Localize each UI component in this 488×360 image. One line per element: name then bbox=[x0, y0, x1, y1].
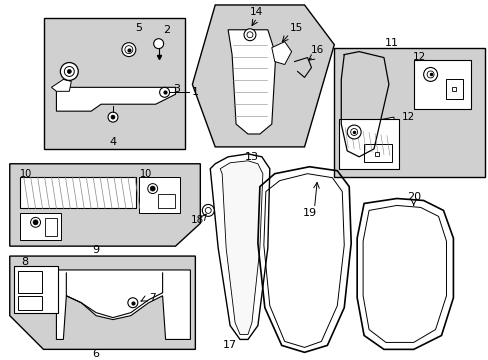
Bar bbox=[446, 80, 463, 99]
Text: 15: 15 bbox=[289, 23, 303, 33]
Bar bbox=[20, 213, 61, 240]
Text: 8: 8 bbox=[21, 257, 29, 267]
Polygon shape bbox=[56, 87, 175, 111]
Bar bbox=[139, 177, 180, 213]
Polygon shape bbox=[10, 164, 200, 246]
Polygon shape bbox=[10, 256, 195, 349]
Polygon shape bbox=[228, 30, 275, 134]
Circle shape bbox=[67, 69, 71, 73]
Polygon shape bbox=[192, 5, 334, 147]
Text: 6: 6 bbox=[92, 349, 100, 359]
Circle shape bbox=[122, 43, 136, 57]
Circle shape bbox=[426, 71, 433, 78]
Polygon shape bbox=[210, 154, 269, 339]
Text: 16: 16 bbox=[310, 45, 324, 55]
Text: 20: 20 bbox=[406, 192, 420, 202]
Text: 12: 12 bbox=[412, 51, 425, 62]
Polygon shape bbox=[56, 270, 190, 339]
Bar bbox=[364, 144, 391, 162]
Text: 11: 11 bbox=[384, 38, 398, 48]
Text: 4: 4 bbox=[109, 137, 116, 147]
Circle shape bbox=[64, 67, 74, 76]
Circle shape bbox=[31, 217, 41, 227]
Bar bbox=[157, 194, 174, 208]
Text: 19: 19 bbox=[302, 208, 316, 219]
Circle shape bbox=[346, 125, 360, 139]
Circle shape bbox=[244, 29, 255, 41]
Text: 1: 1 bbox=[191, 87, 198, 97]
Bar bbox=[334, 48, 484, 177]
Text: 5: 5 bbox=[135, 23, 142, 33]
Text: 14: 14 bbox=[250, 7, 263, 17]
Circle shape bbox=[33, 220, 38, 225]
Polygon shape bbox=[51, 80, 71, 91]
Polygon shape bbox=[220, 161, 263, 334]
Bar bbox=[413, 59, 470, 109]
Circle shape bbox=[111, 115, 115, 119]
Circle shape bbox=[124, 46, 133, 54]
Text: 7: 7 bbox=[148, 293, 155, 303]
Text: 12: 12 bbox=[401, 112, 414, 122]
Text: 10: 10 bbox=[20, 169, 32, 179]
Circle shape bbox=[150, 186, 155, 191]
Circle shape bbox=[423, 67, 437, 81]
Bar bbox=[44, 219, 57, 236]
Text: 9: 9 bbox=[92, 245, 100, 255]
Text: 10: 10 bbox=[140, 169, 152, 179]
Bar bbox=[18, 271, 41, 293]
Circle shape bbox=[128, 298, 138, 308]
Bar bbox=[14, 266, 58, 312]
Polygon shape bbox=[341, 117, 396, 157]
Circle shape bbox=[350, 129, 357, 135]
Polygon shape bbox=[271, 42, 291, 64]
Circle shape bbox=[147, 184, 157, 194]
Text: 2: 2 bbox=[163, 25, 170, 35]
Bar bbox=[20, 177, 136, 208]
Circle shape bbox=[60, 63, 78, 80]
Circle shape bbox=[205, 207, 211, 213]
Text: 3: 3 bbox=[173, 84, 180, 94]
Circle shape bbox=[153, 39, 163, 49]
Text: 17: 17 bbox=[223, 341, 237, 350]
Bar bbox=[18, 296, 41, 310]
Text: 18: 18 bbox=[190, 215, 203, 225]
Text: 13: 13 bbox=[244, 152, 259, 162]
Circle shape bbox=[159, 87, 169, 97]
Bar bbox=[339, 119, 398, 169]
Circle shape bbox=[246, 32, 252, 38]
Circle shape bbox=[202, 204, 214, 216]
Circle shape bbox=[108, 112, 118, 122]
Bar bbox=[43, 18, 185, 149]
